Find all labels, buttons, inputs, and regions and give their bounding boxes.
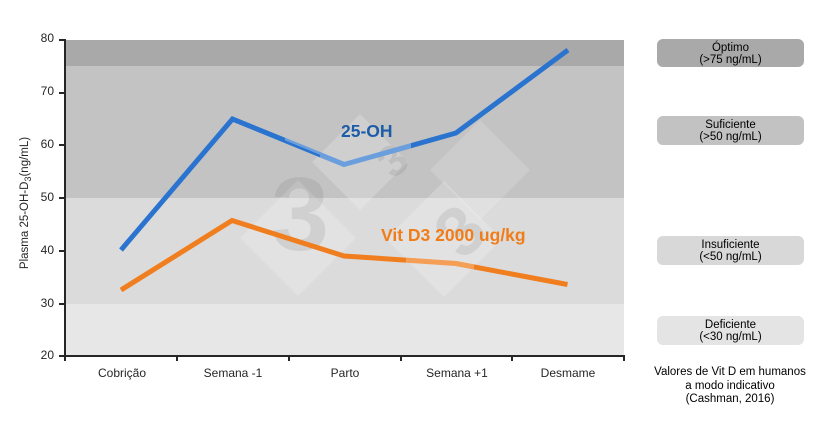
svg-text:3: 3: [271, 157, 329, 273]
